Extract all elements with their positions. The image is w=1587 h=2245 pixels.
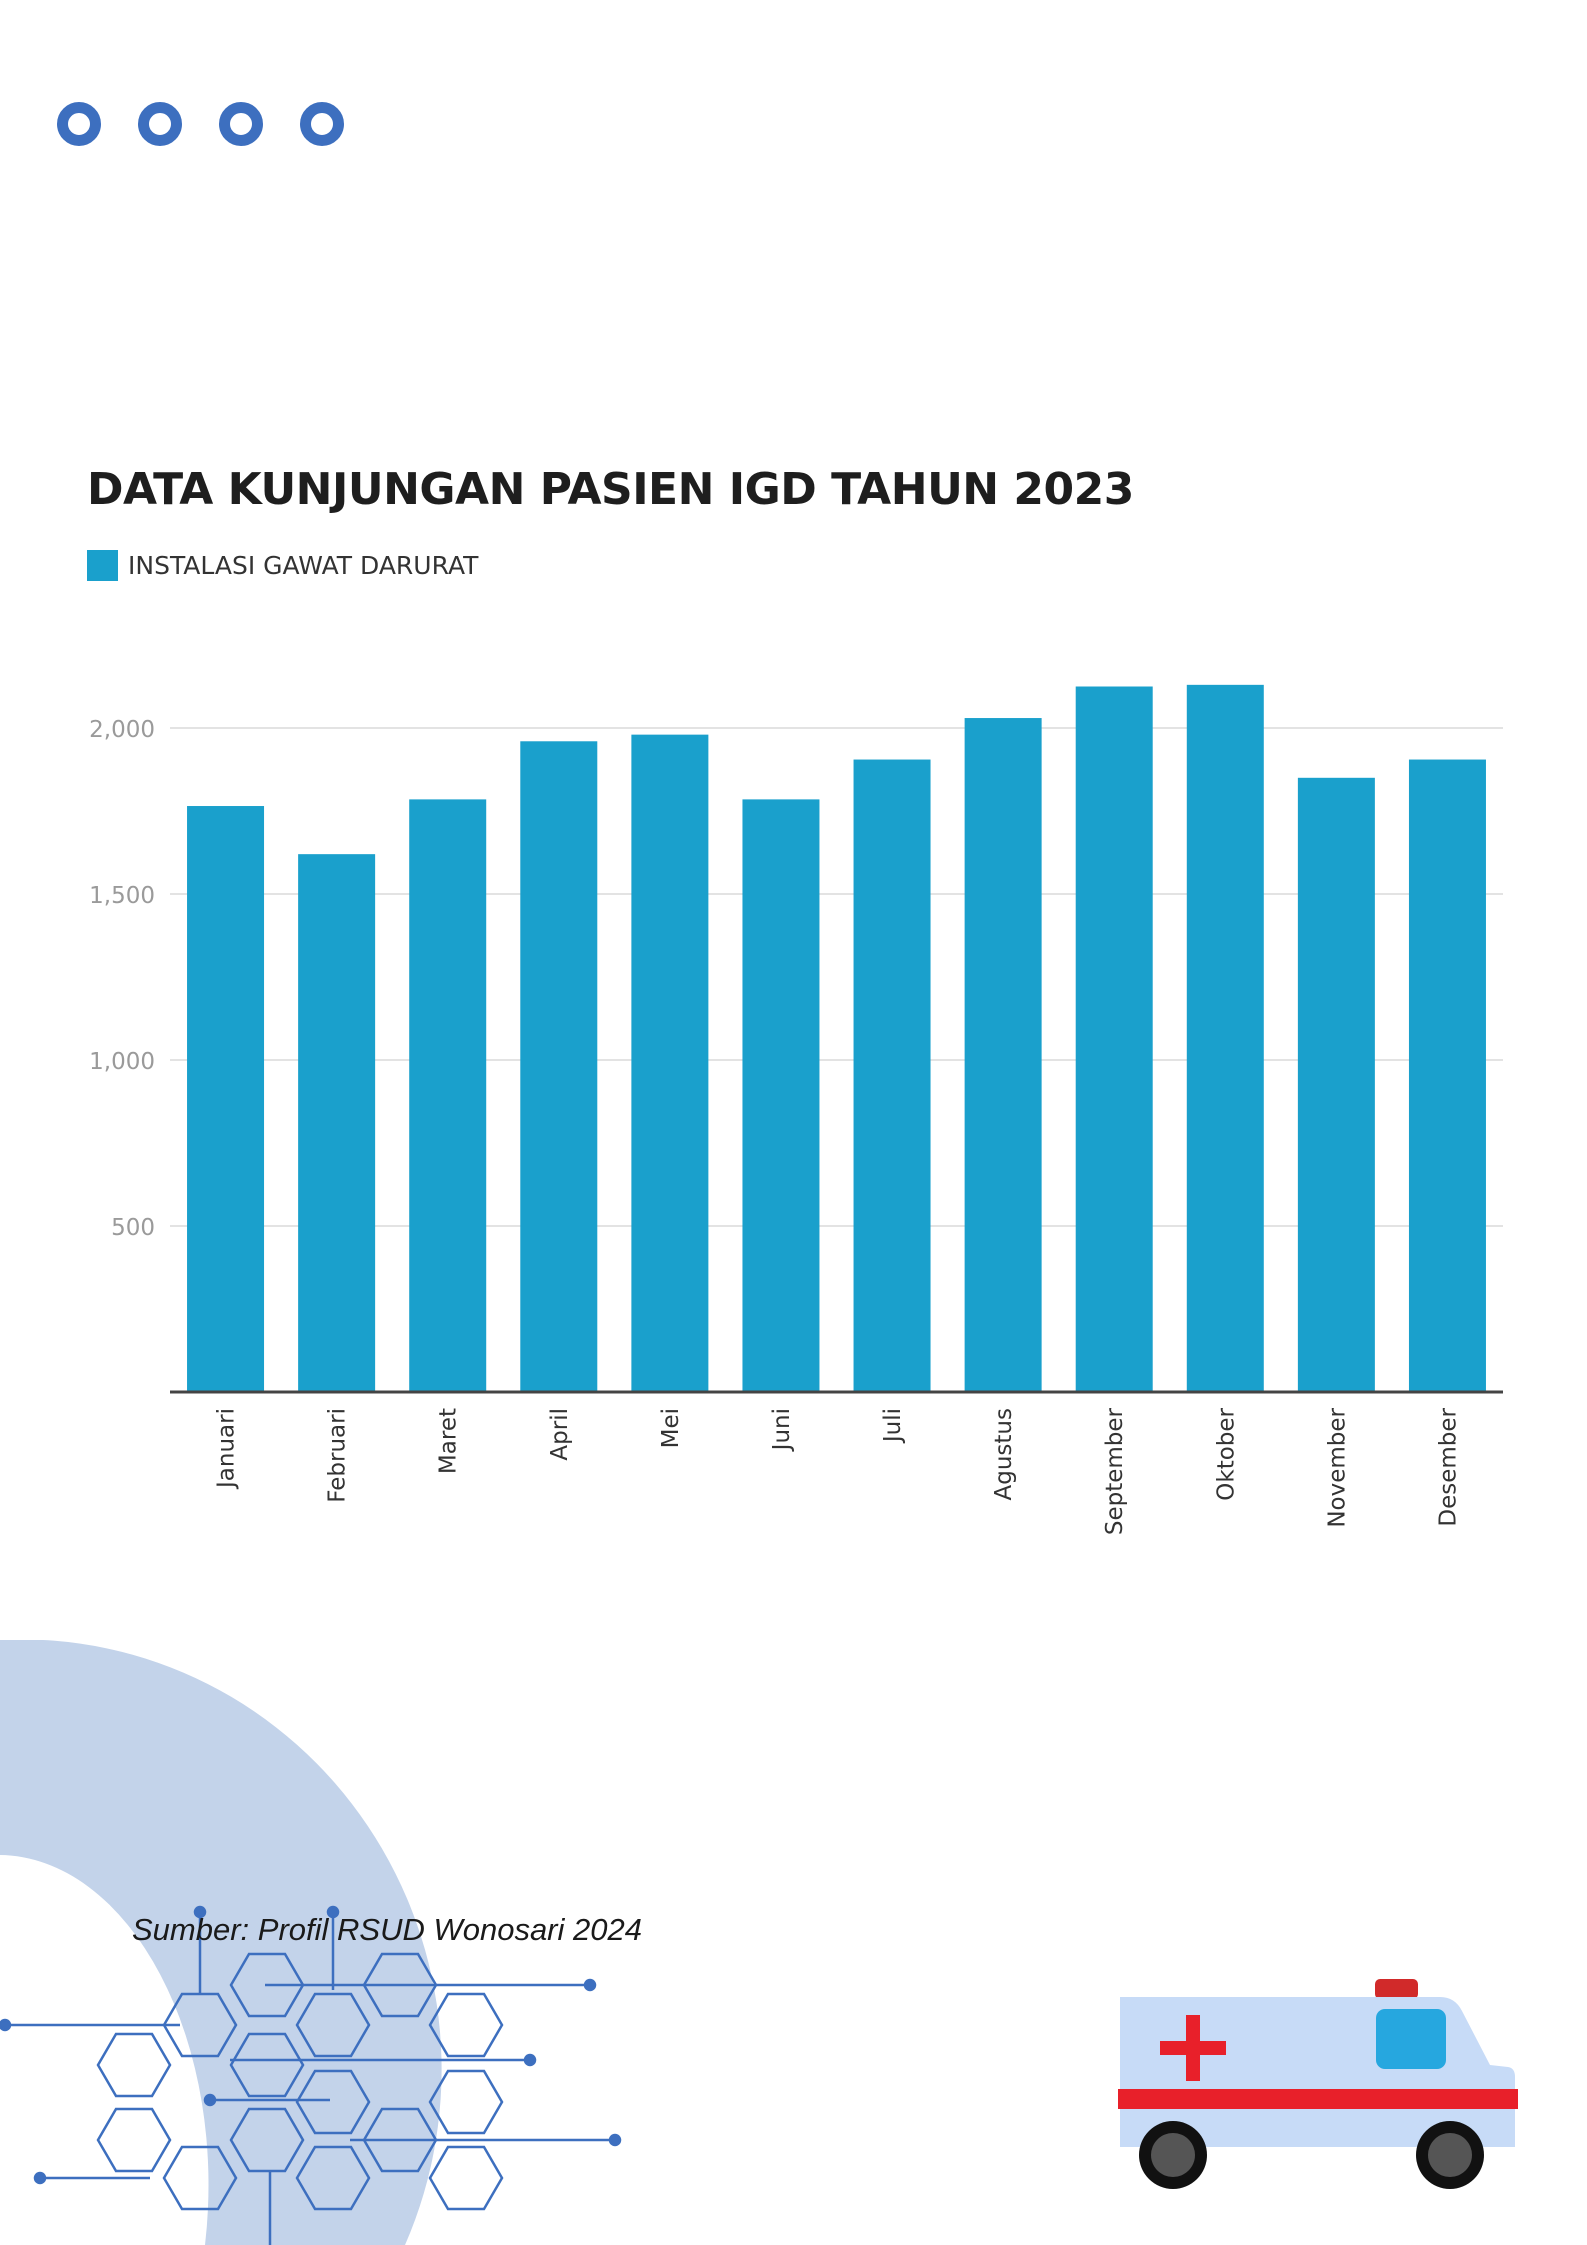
bar-chart: 500 1,000 1,500 2,000 Januari Februari Maret Ap… bbox=[89, 684, 1503, 1535]
decor-arc-hexagons bbox=[0, 1640, 622, 2245]
bar-oktober bbox=[1186, 684, 1264, 1392]
ring-icon bbox=[300, 102, 344, 146]
legend-label: INSTALASI GAWAT DARURAT bbox=[128, 551, 479, 580]
ring-icon bbox=[219, 102, 263, 146]
decor-arc bbox=[0, 1640, 442, 2245]
chart-title: DATA KUNJUNGAN PASIEN IGD TAHUN 2023 bbox=[87, 464, 1134, 515]
bar-november bbox=[1297, 777, 1375, 1392]
x-tick-label: Agustus bbox=[991, 1408, 1017, 1500]
x-tick-label: Februari bbox=[325, 1408, 351, 1503]
x-tick-label: September bbox=[1102, 1407, 1128, 1535]
bar-januari bbox=[187, 806, 265, 1392]
y-tick-label: 2,000 bbox=[89, 717, 155, 743]
ring-icon bbox=[57, 102, 101, 146]
x-tick-label: Juni bbox=[769, 1408, 795, 1452]
x-tick-label: Maret bbox=[436, 1408, 462, 1474]
x-tick-label: Januari bbox=[214, 1408, 240, 1490]
y-tick-label: 1,500 bbox=[89, 883, 155, 909]
bar-juli bbox=[853, 759, 931, 1392]
chart-legend: INSTALASI GAWAT DARURAT bbox=[87, 550, 478, 581]
x-tick-label: November bbox=[1324, 1407, 1350, 1527]
ring-icon bbox=[138, 102, 182, 146]
x-tick-label: April bbox=[547, 1408, 573, 1461]
y-tick-label: 500 bbox=[111, 1215, 155, 1241]
x-tick-label: Oktober bbox=[1213, 1407, 1239, 1500]
hexagon-network-icon bbox=[0, 1905, 622, 2245]
ambulance-icon bbox=[1118, 1979, 1518, 2189]
x-tick-label: Mei bbox=[658, 1408, 684, 1448]
bar-mei bbox=[631, 734, 709, 1392]
x-tick-label: Juli bbox=[880, 1408, 906, 1444]
bar-desember bbox=[1408, 759, 1486, 1392]
bar-september bbox=[1075, 686, 1153, 1392]
bar-juni bbox=[742, 799, 820, 1392]
bar-agustus bbox=[964, 718, 1042, 1392]
bar-februari bbox=[298, 854, 376, 1392]
source-note: Sumber: Profil RSUD Wonosari 2024 bbox=[132, 1912, 642, 1947]
x-tick-label: Desember bbox=[1435, 1407, 1461, 1526]
legend-swatch bbox=[87, 550, 118, 581]
bar-april bbox=[520, 741, 598, 1392]
y-tick-label: 1,000 bbox=[89, 1049, 155, 1075]
bar-maret bbox=[409, 799, 487, 1392]
header-decor-dots bbox=[57, 102, 344, 146]
